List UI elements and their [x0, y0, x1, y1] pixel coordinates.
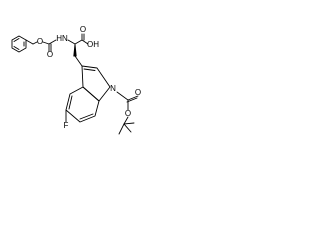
- double-bond: [79, 113, 94, 120]
- atom-label: O: [80, 25, 86, 34]
- bond: [74, 39, 83, 45]
- bond: [48, 39, 57, 45]
- atom-label: O: [47, 50, 53, 59]
- bond: [74, 55, 83, 67]
- atom-label: O: [125, 109, 131, 118]
- bond: [32, 41, 38, 45]
- bond: [116, 91, 129, 101]
- atom-label: O: [37, 37, 43, 46]
- bond: [123, 123, 132, 133]
- double-bond: [13, 38, 20, 42]
- wedge-bond: [73, 43, 77, 57]
- atom-label: F: [64, 121, 69, 130]
- double-bond: [13, 46, 20, 50]
- atom-label: O: [135, 88, 141, 97]
- bonds: [11, 33, 139, 135]
- bond: [81, 39, 89, 45]
- double-bond: [68, 95, 73, 110]
- atom-label: N: [110, 84, 116, 93]
- bond: [127, 95, 139, 101]
- double-bond: [126, 97, 138, 103]
- bond: [123, 116, 129, 125]
- benzene-ring: [11, 35, 27, 53]
- bond: [25, 39, 34, 45]
- atom-label: HN: [56, 34, 68, 43]
- pyrrole-ring: [81, 65, 111, 102]
- bond: [118, 123, 125, 135]
- atom-label: OH: [87, 40, 99, 49]
- bond: [67, 39, 76, 45]
- bond: [123, 122, 135, 125]
- double-bond: [83, 68, 96, 71]
- benzo-ring: [65, 86, 100, 123]
- bond: [42, 41, 50, 45]
